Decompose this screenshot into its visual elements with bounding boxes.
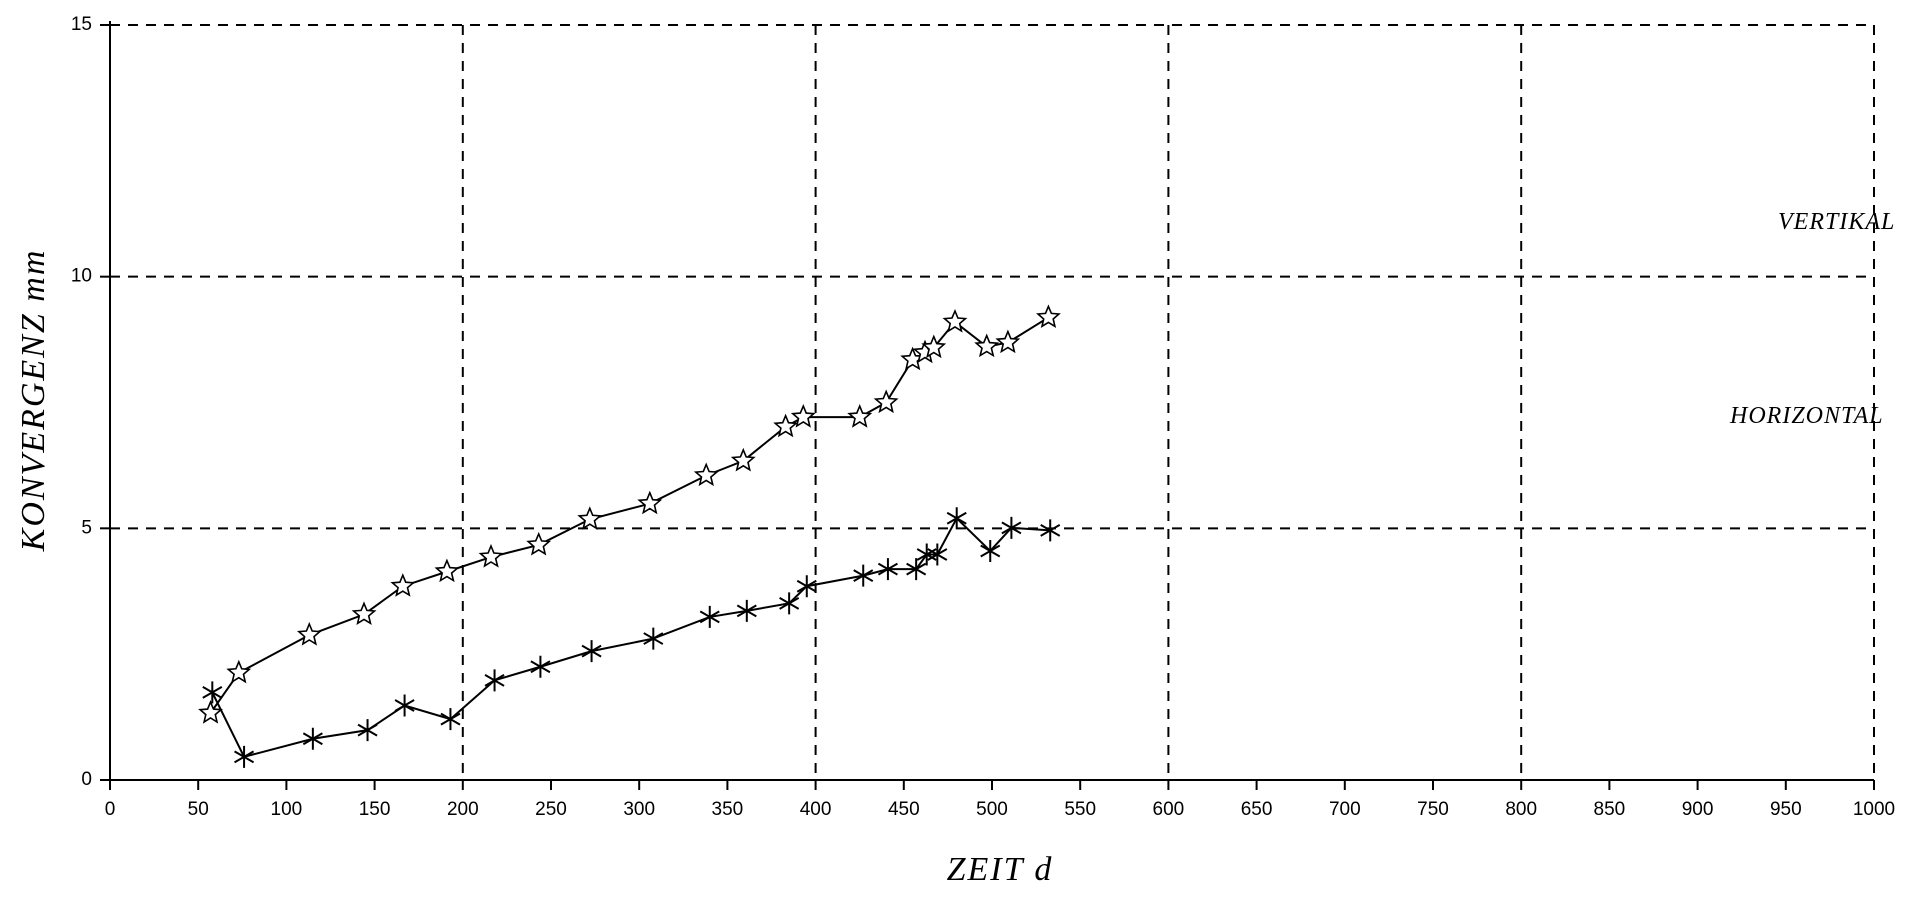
point	[581, 640, 602, 663]
series-line	[209, 316, 1049, 714]
x-axis-title: ZEIT d	[947, 851, 1054, 888]
x-tick-label: 250	[535, 799, 567, 820]
x-tick-label: 700	[1329, 799, 1361, 820]
point	[906, 558, 927, 581]
y-tick-label: 15	[71, 14, 92, 35]
point	[736, 599, 757, 622]
x-tick-label: 600	[1153, 799, 1185, 820]
x-tick-label: 1000	[1853, 799, 1895, 820]
point	[790, 404, 816, 428]
point	[730, 447, 756, 472]
point	[234, 745, 255, 768]
point	[1040, 519, 1061, 542]
point	[1001, 516, 1022, 539]
point	[302, 727, 323, 750]
x-tick-label: 950	[1770, 799, 1802, 820]
point	[440, 708, 461, 731]
point	[853, 564, 874, 587]
point	[577, 506, 603, 530]
point	[526, 531, 552, 556]
point	[779, 592, 800, 615]
point	[877, 558, 898, 581]
point	[847, 404, 873, 428]
point	[351, 601, 377, 625]
x-tick-label: 550	[1064, 799, 1096, 820]
point	[927, 543, 948, 566]
point	[942, 308, 968, 333]
point	[530, 655, 551, 678]
point	[974, 333, 1000, 358]
x-tick-label: 450	[888, 799, 920, 820]
x-tick-label: 500	[976, 799, 1008, 820]
point	[946, 507, 967, 530]
point	[921, 334, 947, 359]
point	[390, 573, 416, 597]
point	[995, 329, 1021, 354]
x-tick-label: 150	[359, 799, 391, 820]
point	[796, 575, 817, 598]
point	[699, 605, 720, 628]
point	[394, 694, 415, 717]
point	[357, 719, 378, 742]
point	[693, 462, 719, 487]
x-tick-label: 750	[1417, 799, 1449, 820]
x-tick-label: 400	[800, 799, 832, 820]
point	[198, 700, 223, 724]
point	[873, 389, 899, 414]
series-label: HORIZONTAL	[1729, 403, 1884, 429]
x-tick-label: 350	[712, 799, 744, 820]
point	[226, 659, 252, 684]
y-tick-label: 5	[81, 517, 92, 538]
point	[916, 543, 937, 566]
y-tick-label: 0	[81, 769, 92, 790]
x-tick-label: 300	[623, 799, 655, 820]
x-tick-label: 100	[271, 799, 303, 820]
y-tick-label: 10	[71, 266, 92, 287]
point	[1036, 304, 1061, 328]
x-tick-label: 800	[1505, 799, 1537, 820]
point	[773, 413, 799, 438]
point	[296, 621, 322, 646]
point	[484, 669, 505, 692]
series-label: VERTIKAL	[1778, 209, 1895, 235]
x-tick-label: 200	[447, 799, 479, 820]
x-tick-label: 50	[188, 799, 209, 820]
point	[980, 539, 1001, 562]
point	[202, 681, 223, 704]
x-tick-label: 850	[1594, 799, 1626, 820]
x-tick-label: 650	[1241, 799, 1273, 820]
y-axis-title: KONVERGENZ mm	[15, 249, 52, 553]
point	[478, 543, 504, 568]
point	[434, 558, 460, 583]
x-tick-label: 900	[1682, 799, 1714, 820]
point	[643, 627, 664, 650]
point	[637, 490, 663, 515]
x-tick-label: 0	[105, 799, 116, 820]
